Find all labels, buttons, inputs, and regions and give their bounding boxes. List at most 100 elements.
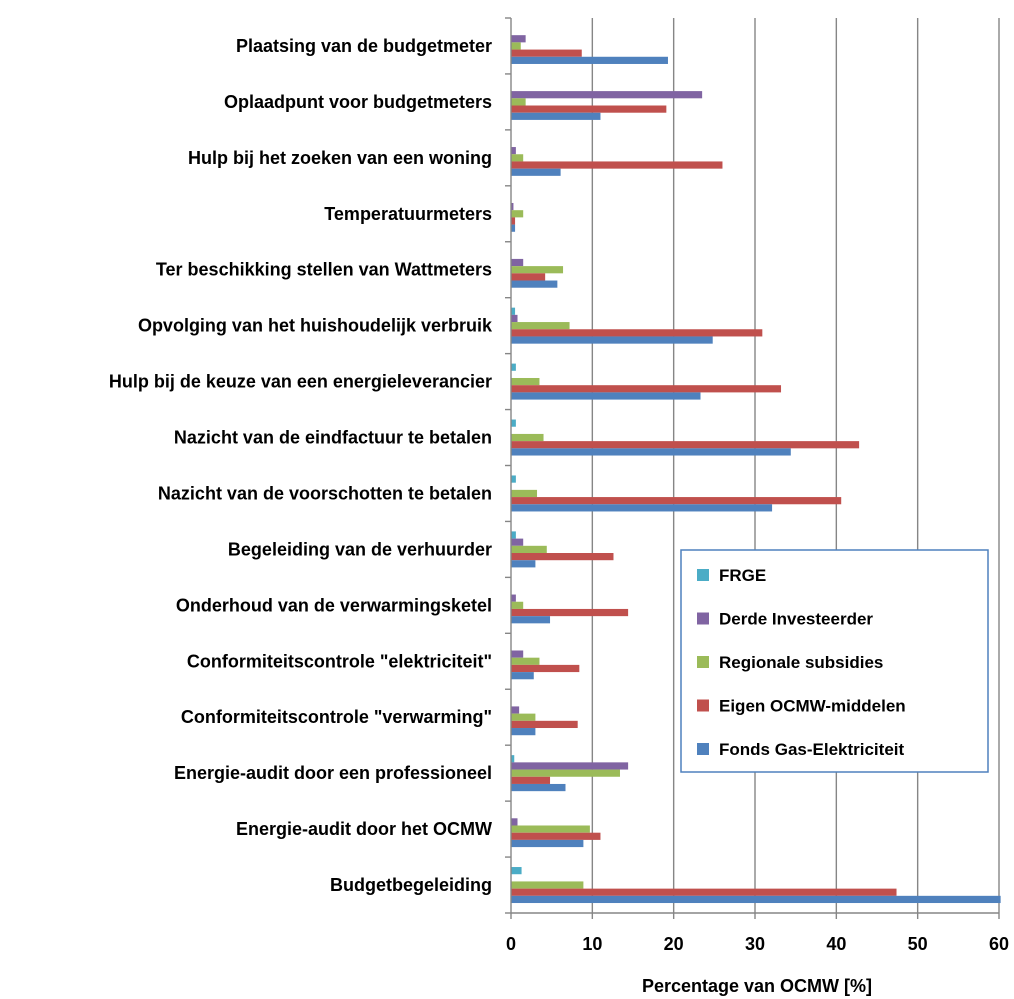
- category-label: Conformiteitscontrole "elektriciteit": [187, 651, 492, 671]
- category-label: Oplaadpunt voor budgetmeters: [224, 92, 492, 112]
- bar-1-regionale-subsidies: [511, 42, 521, 50]
- bar-6-eigen-ocmw-middelen: [511, 329, 763, 337]
- bar-11-eigen-ocmw-middelen: [511, 608, 629, 617]
- bar-16-eigen-ocmw-middelen: [511, 888, 897, 896]
- category-label: Hulp bij het zoeken van een woning: [188, 148, 492, 168]
- x-axis-title: Percentage van OCMW [%]: [642, 976, 872, 996]
- bar-3-derde-investeerder: [511, 147, 516, 155]
- bar-16-frge: [511, 867, 522, 875]
- bar-15-regionale-subsidies: [511, 825, 590, 833]
- bar-10-fonds-gas-elektriciteit: [511, 560, 536, 568]
- bar-12-derde-investeerder: [511, 650, 524, 658]
- bar-9-fonds-gas-elektriciteit: [511, 504, 773, 512]
- bar-4-derde-investeerder: [511, 202, 514, 211]
- bar-13-eigen-ocmw-middelen: [511, 720, 578, 729]
- category-label: Budgetbegeleiding: [330, 875, 492, 895]
- x-tick-label-60: 60: [989, 934, 1009, 954]
- x-tick-label-40: 40: [826, 934, 846, 954]
- legend: FRGE Derde Investeerder Regionale subsidie…: [680, 549, 989, 773]
- x-tick-label-50: 50: [908, 934, 928, 954]
- bar-15-eigen-ocmw-middelen: [511, 832, 601, 840]
- category-label: Plaatsing van de budgetmeter: [236, 36, 492, 56]
- legend-label: Eigen OCMW-middelen: [719, 697, 906, 716]
- bar-9-regionale-subsidies: [511, 489, 538, 498]
- bar-11-derde-investeerder: [511, 594, 516, 602]
- legend-swatch-eigen-ocmw-middelen: [697, 699, 709, 712]
- bar-5-derde-investeerder: [511, 258, 524, 267]
- category-label: Nazicht van de voorschotten te betalen: [158, 483, 492, 503]
- category-label: Energie-audit door het OCMW: [236, 819, 492, 839]
- legend-label: FRGE: [719, 566, 766, 585]
- bar-8-regionale-subsidies: [511, 433, 544, 442]
- bar-3-fonds-gas-elektriciteit: [511, 168, 561, 176]
- bar-9-eigen-ocmw-middelen: [511, 497, 842, 505]
- bar-12-eigen-ocmw-middelen: [511, 664, 580, 673]
- bar-11-regionale-subsidies: [511, 601, 524, 609]
- bar-4-regionale-subsidies: [511, 210, 524, 218]
- x-tick-label-30: 30: [745, 934, 765, 954]
- bar-4-fonds-gas-elektriciteit: [511, 224, 516, 232]
- bar-9-frge: [511, 475, 516, 483]
- bar-4-eigen-ocmw-middelen: [511, 217, 516, 225]
- category-labels: Plaatsing van de budgetmeter Oplaadpunt v…: [109, 36, 493, 895]
- bar-6-regionale-subsidies: [511, 322, 570, 330]
- legend-box: [680, 549, 989, 773]
- tick-labels: 0 10 20 30 40 50 60: [506, 934, 1009, 954]
- bar-14-derde-investeerder: [511, 762, 629, 770]
- bar-5-regionale-subsidies: [511, 266, 564, 274]
- bar-15-derde-investeerder: [511, 818, 518, 826]
- category-label: Hulp bij de keuze van een energieleveran…: [109, 372, 492, 392]
- bar-13-regionale-subsidies: [511, 713, 536, 721]
- bar-1-fonds-gas-elektriciteit: [511, 56, 668, 64]
- category-label: Ter beschikking stellen van Wattmeters: [156, 260, 492, 280]
- bar-7-eigen-ocmw-middelen: [511, 385, 782, 393]
- x-tick-label-10: 10: [582, 934, 602, 954]
- bar-14-fonds-gas-elektriciteit: [511, 783, 566, 792]
- legend-label: Regionale subsidies: [719, 653, 883, 672]
- legend-swatch-regionale-subsidies: [697, 656, 709, 668]
- bar-8-frge: [511, 419, 516, 427]
- bar-16-fonds-gas-elektriciteit: [511, 895, 1001, 904]
- bar-7-regionale-subsidies: [511, 377, 540, 386]
- bar-16-regionale-subsidies: [511, 881, 584, 889]
- legend-swatch-fonds-gas-elektriciteit: [697, 743, 709, 755]
- bar-5-eigen-ocmw-middelen: [511, 273, 546, 281]
- legend-label: Fonds Gas-Elektriciteit: [719, 740, 904, 759]
- bar-1-eigen-ocmw-middelen: [511, 49, 582, 57]
- bar-15-fonds-gas-elektriciteit: [511, 839, 584, 848]
- bar-14-frge: [511, 755, 515, 763]
- bar-6-fonds-gas-elektriciteit: [511, 336, 713, 344]
- legend-swatch-derde-investeerder: [697, 612, 709, 625]
- bar-12-fonds-gas-elektriciteit: [511, 672, 534, 680]
- legend-label: Derde Investeerder: [719, 610, 873, 629]
- bar-8-fonds-gas-elektriciteit: [511, 448, 791, 456]
- category-label: Nazicht van de eindfactuur te betalen: [174, 428, 492, 448]
- bar-14-eigen-ocmw-middelen: [511, 776, 551, 784]
- bars: [511, 35, 1001, 904]
- category-label: Begeleiding van de verhuurder: [228, 539, 492, 559]
- bar-3-eigen-ocmw-middelen: [511, 161, 723, 169]
- category-label: Temperatuurmeters: [324, 204, 492, 224]
- category-label: Onderhoud van de verwarmingsketel: [176, 595, 492, 615]
- axes: [505, 17, 1000, 919]
- bar-1-derde-investeerder: [511, 35, 526, 43]
- category-label: Opvolging van het huishoudelijk verbruik: [138, 316, 493, 336]
- bar-13-fonds-gas-elektriciteit: [511, 728, 536, 736]
- x-tick-label-0: 0: [506, 934, 516, 954]
- bar-2-fonds-gas-elektriciteit: [511, 112, 601, 120]
- legend-swatch-frge: [697, 569, 709, 581]
- bar-6-frge: [511, 307, 516, 315]
- x-tick-label-20: 20: [664, 934, 684, 954]
- bar-13-derde-investeerder: [511, 706, 520, 714]
- grid-lines: [591, 18, 1000, 913]
- bar-10-eigen-ocmw-middelen: [511, 553, 614, 561]
- category-label: Energie-audit door een professioneel: [174, 763, 492, 783]
- bar-10-derde-investeerder: [511, 538, 524, 546]
- bar-5-fonds-gas-elektriciteit: [511, 280, 558, 288]
- bar-12-regionale-subsidies: [511, 657, 540, 665]
- bar-3-regionale-subsidies: [511, 154, 524, 162]
- bar-10-frge: [511, 531, 516, 539]
- bar-14-regionale-subsidies: [511, 769, 620, 777]
- bar-11-fonds-gas-elektriciteit: [511, 616, 551, 624]
